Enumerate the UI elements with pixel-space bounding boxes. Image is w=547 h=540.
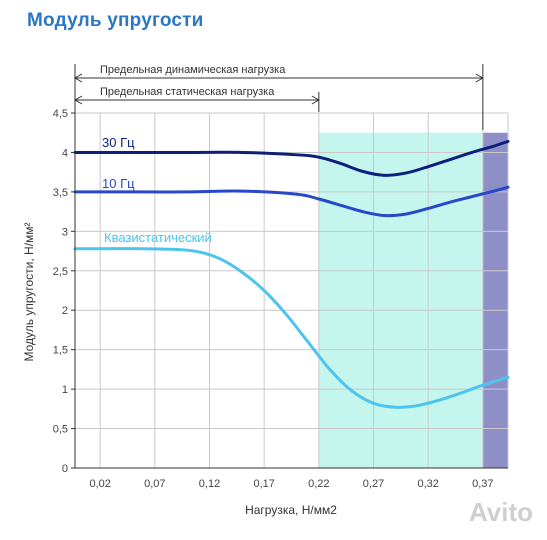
series-line-1	[73, 139, 510, 177]
annotation-label: Предельная динамическая нагрузка	[100, 64, 286, 76]
shaded-region-2	[482, 132, 508, 468]
y-tick-label: 4	[62, 147, 68, 159]
axis-labels: Нагрузка, Н/мм2 Модуль упругости, Н/мм²	[22, 222, 337, 517]
y-tick-label: 3	[62, 226, 68, 238]
series-label: 30 Гц	[102, 135, 135, 150]
x-axis-label: Нагрузка, Н/мм2	[245, 503, 337, 517]
y-tick-label: 2,5	[53, 266, 68, 278]
annotation-label: Предельная статическая нагрузка	[100, 86, 275, 98]
series-label: 10 Гц	[102, 176, 135, 191]
y-tick-label: 3,5	[53, 187, 68, 199]
axes: 0 0,5 1 1,5 2 2,5 3 3,5 4 4,5 0,02 0,07 0,12 0,17 0,22…	[53, 108, 508, 490]
range-annotations: Предельная динамическая нагрузка Предельн…	[73, 64, 484, 130]
series-line-3	[73, 247, 510, 409]
watermark-logo: Avito	[468, 497, 533, 527]
y-axis-label: Модуль упругости, Н/мм²	[22, 222, 36, 361]
shaded-regions	[318, 132, 508, 468]
y-tick-label: 0	[62, 463, 68, 475]
x-tick-label: 0,32	[417, 478, 438, 490]
y-tick-label: 1,5	[53, 345, 68, 357]
series-lines: 30 Гц 10 Гц Квазистатический	[73, 135, 510, 409]
page-title: Модуль упругости	[27, 10, 204, 31]
x-tick-label: 0,02	[89, 478, 110, 490]
y-tick-label: 2	[62, 305, 68, 317]
series-label: Квазистатический	[104, 230, 212, 245]
y-tick-label: 1	[62, 384, 68, 396]
x-tick-label: 0,22	[308, 478, 329, 490]
x-tick-label: 0,37	[472, 478, 493, 490]
x-tick-label: 0,07	[144, 478, 165, 490]
shaded-region-1	[318, 132, 483, 468]
x-tick-label: 0,12	[199, 478, 220, 490]
x-tick-label: 0,17	[253, 478, 274, 490]
y-tick-label: 0,5	[53, 424, 68, 436]
y-tick-label: 4,5	[53, 108, 68, 120]
series-line-2	[73, 185, 510, 218]
x-tick-label: 0,27	[363, 478, 384, 490]
